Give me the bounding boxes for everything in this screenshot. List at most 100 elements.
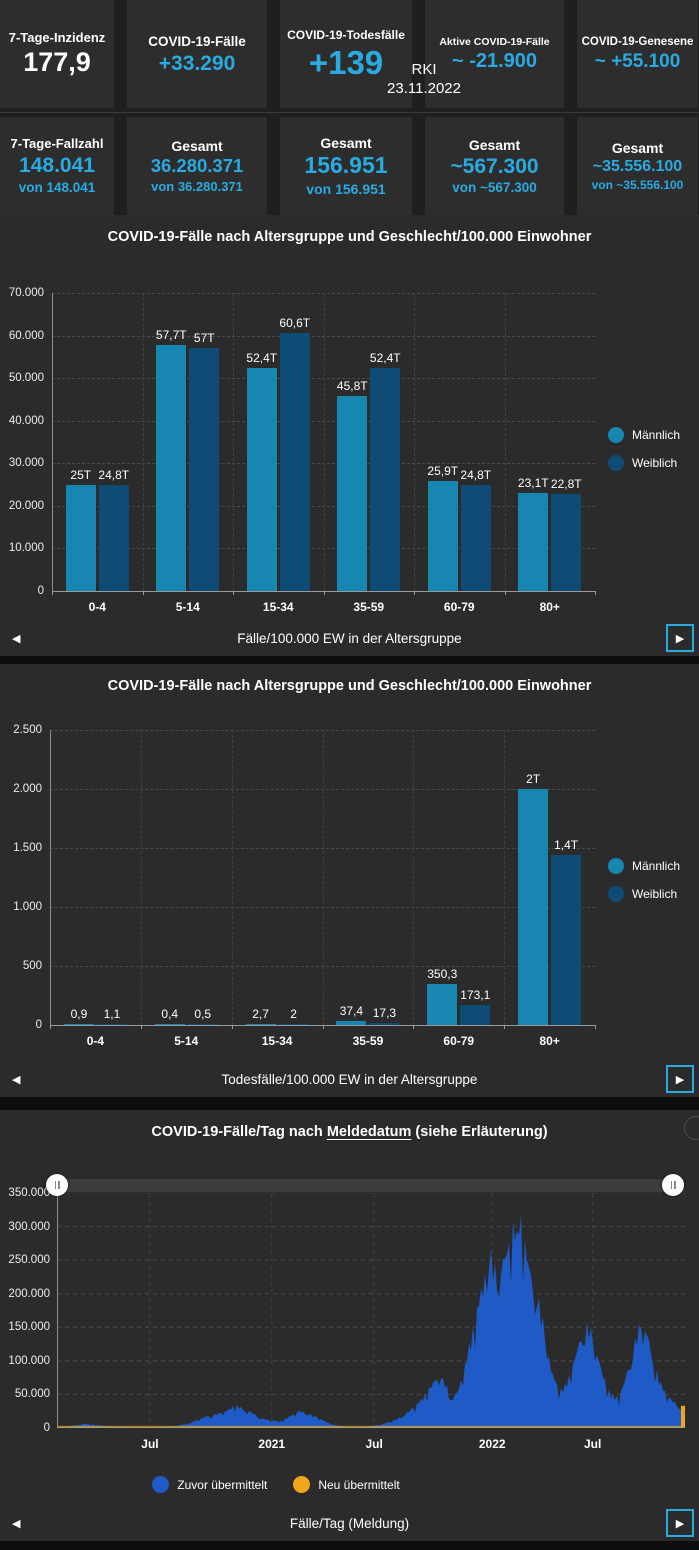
y-axis-tick-label: 30.000	[8, 457, 44, 470]
stat-card-row2-3: Gesamt ~567.300 von ~567.300	[425, 117, 564, 215]
group-gridline	[414, 293, 415, 591]
x-axis-tick	[52, 591, 53, 595]
bar-female-15-34[interactable]: 2	[278, 1007, 309, 1025]
stat-card-label: Aktive COVID-19-Fälle	[439, 36, 550, 49]
y-axis-tick-label: 50.000	[8, 372, 44, 385]
y-axis-tick-label: 1.500	[13, 842, 42, 854]
bar-male-15-34[interactable]: 52,4T	[246, 351, 277, 591]
x-axis-tick	[142, 591, 144, 595]
x-axis-category-label: 15-34	[261, 1034, 293, 1048]
card-row-divider	[0, 112, 699, 113]
y-axis-tick-label: 0	[43, 1422, 50, 1434]
y-axis-tick-label: 1.000	[13, 901, 42, 913]
bar-female-60-79[interactable]: 24,8T	[460, 468, 491, 591]
chart3-footer-label: Fälle/Tag (Meldung)	[289, 1515, 410, 1531]
bar-female-60-79[interactable]: 173,1	[460, 988, 490, 1025]
stat-card-value: ~567.300	[450, 154, 539, 178]
bar-value-label: 1,4T	[554, 838, 579, 853]
bar-female-80+[interactable]: 22,8T	[551, 477, 582, 591]
bar-male-15-34[interactable]: 2,7	[245, 1007, 276, 1025]
x-axis-tick	[322, 1025, 324, 1029]
time-range-slider-handle-left[interactable]	[46, 1174, 68, 1196]
bar-female-15-34[interactable]: 60,6T	[279, 316, 310, 591]
bar-male-80+[interactable]: 2T	[518, 772, 549, 1025]
x-axis-category-label: 35-59	[353, 600, 385, 614]
x-axis-tick	[231, 1025, 233, 1029]
scroll-right-button[interactable]: ▶	[666, 624, 694, 652]
group-gridline	[233, 293, 234, 591]
bar-male-80+[interactable]: 23,1T	[518, 476, 549, 591]
y-axis-line	[50, 730, 51, 1029]
stat-card-label: COVID-19-Fälle	[148, 34, 246, 50]
x-axis-category-label: 60-79	[443, 1034, 475, 1048]
female-color-dot-icon	[608, 455, 624, 471]
bar-male-60-79[interactable]: 25,9T	[427, 464, 458, 591]
bar-male-35-59[interactable]: 45,8T	[337, 379, 368, 591]
bar-male-60-79[interactable]: 350,3	[427, 967, 457, 1025]
scroll-left-arrow[interactable]: ◀	[12, 1073, 21, 1086]
scroll-left-arrow[interactable]: ◀	[12, 632, 21, 645]
stat-cards-section: 7-Tage-Inzidenz 177,9 COVID-19-Fälle +33.29…	[0, 0, 699, 215]
scroll-right-button[interactable]: ▶	[666, 1509, 694, 1537]
bar-value-label: 52,4T	[246, 350, 278, 365]
group-gridline	[322, 730, 324, 1025]
y-axis-tick-label: 2.500	[13, 724, 42, 736]
stat-card-row2-0: 7-Tage-Fallzahl 148.041 von 148.041	[0, 117, 114, 215]
y-axis-tick-label: 50.000	[14, 1388, 50, 1401]
y-axis-tick-label: 0	[37, 585, 44, 597]
time-range-slider-track[interactable]	[57, 1179, 684, 1192]
stat-card-label: Gesamt	[320, 135, 372, 152]
watermark-date: 23.11.2022	[387, 80, 461, 97]
y-axis-tick-label: 60.000	[8, 329, 44, 342]
legend-item-neu-uebermittelt: Neu übermittelt	[293, 1476, 400, 1493]
report-watermark: RKI 23.11.2022	[383, 60, 465, 98]
bar-male-0-4[interactable]: 0,9	[63, 1007, 94, 1025]
stat-card-label: 7-Tage-Fallzahl	[10, 136, 104, 152]
scroll-left-arrow[interactable]: ◀	[12, 1517, 21, 1530]
x-axis-category-label: 80+	[539, 600, 560, 614]
stat-card-value: 156.951	[304, 152, 388, 179]
bar-value-label: 60,6T	[279, 316, 311, 331]
bar-male-35-59[interactable]: 37,4	[336, 1004, 367, 1025]
bar-male-5-14[interactable]: 0,4	[154, 1007, 185, 1025]
newly-reported-color-dot-icon	[293, 1476, 311, 1493]
legend-label: Neu übermittelt	[318, 1477, 400, 1492]
bar-female-0-4[interactable]: 24,8T	[98, 468, 129, 591]
stat-card-label: COVID-19-Genesene	[581, 36, 694, 49]
x-axis-tick	[504, 591, 506, 595]
bar-value-label: 25T	[70, 467, 92, 482]
bar-female-5-14[interactable]: 0,5	[187, 1007, 218, 1025]
bar-female-35-59[interactable]: 17,3	[369, 1006, 400, 1025]
bar-female-35-59[interactable]: 52,4T	[370, 351, 401, 591]
group-gridline	[323, 293, 325, 591]
stat-card-value: ~ +55.100	[594, 51, 681, 73]
bar-value-label: 2,7	[252, 1006, 269, 1021]
legend-item-weiblich: Weiblich	[608, 455, 680, 471]
bar-value-label: 173,1	[460, 987, 491, 1002]
bar-male-5-14[interactable]: 57,7T	[156, 328, 187, 591]
bar-value-label: 57T	[193, 331, 215, 346]
scroll-right-button[interactable]: ▶	[666, 1065, 694, 1093]
group-gridline	[142, 293, 144, 591]
timeline-legend: Zuvor übermittelt Neu übermittelt	[0, 1476, 552, 1493]
stat-card-label: COVID-19-Todesfälle	[287, 27, 405, 42]
x-axis-tick	[50, 1025, 51, 1029]
time-range-slider-handle-right[interactable]	[662, 1174, 684, 1196]
cases-per-day-plot[interactable]	[57, 1192, 685, 1429]
cases-per-day-area[interactable]	[57, 1192, 685, 1429]
x-axis-tick-label: Jul	[365, 1437, 383, 1451]
bar-male-0-4[interactable]: 25T	[65, 468, 96, 591]
meldedatum-link[interactable]: Meldedatum	[326, 1124, 412, 1140]
bar-value-label: 24,8T	[460, 468, 492, 483]
bar-value-label: 2T	[526, 772, 541, 786]
bar-value-label: 0,9	[70, 1006, 88, 1021]
bottom-strip	[0, 1541, 699, 1550]
bar-female-80+[interactable]: 1,4T	[551, 838, 582, 1025]
bar-female-0-4[interactable]: 1,1	[96, 1007, 127, 1025]
legend-item-maennlich: Männlich	[608, 858, 680, 874]
stat-card-row1-3: Aktive COVID-19-Fälle ~ -21.900	[425, 0, 564, 108]
bar-female-5-14[interactable]: 57T	[189, 331, 220, 591]
male-color-dot-icon	[608, 858, 624, 874]
stat-card-row2-2: Gesamt 156.951 von 156.951	[280, 117, 412, 215]
